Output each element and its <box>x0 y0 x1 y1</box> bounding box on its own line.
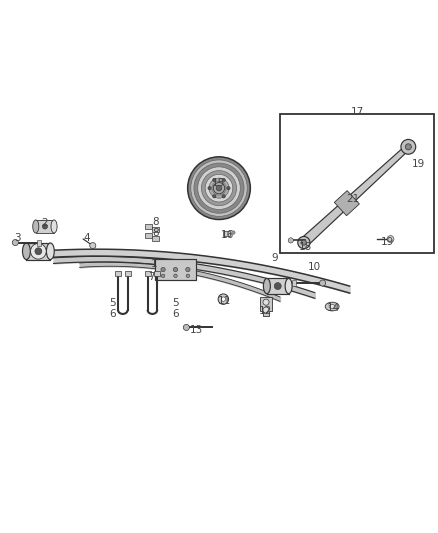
Ellipse shape <box>22 243 30 260</box>
Circle shape <box>90 243 96 249</box>
Circle shape <box>226 187 230 190</box>
Text: 7: 7 <box>148 272 155 282</box>
Circle shape <box>186 268 190 272</box>
Ellipse shape <box>33 220 39 233</box>
Circle shape <box>212 181 226 195</box>
Bar <box>154 271 160 276</box>
Circle shape <box>222 178 226 182</box>
Text: 9: 9 <box>272 253 278 263</box>
Circle shape <box>274 282 281 289</box>
Text: 11: 11 <box>218 296 231 306</box>
Circle shape <box>263 299 269 305</box>
Circle shape <box>31 244 46 259</box>
Circle shape <box>301 240 307 245</box>
Polygon shape <box>334 191 359 216</box>
Text: 16: 16 <box>221 230 234 240</box>
Text: 15: 15 <box>212 178 225 188</box>
Text: 18: 18 <box>299 242 312 252</box>
Bar <box>145 271 151 276</box>
Text: 21: 21 <box>346 194 360 204</box>
Circle shape <box>288 238 293 243</box>
Circle shape <box>221 297 226 301</box>
Circle shape <box>208 187 212 190</box>
Circle shape <box>12 239 18 246</box>
Circle shape <box>161 274 165 278</box>
Text: 6: 6 <box>172 309 179 319</box>
Text: 3: 3 <box>14 233 21 243</box>
Bar <box>292 280 296 286</box>
Circle shape <box>222 195 226 198</box>
Bar <box>124 271 131 276</box>
Text: 12: 12 <box>259 306 272 316</box>
Bar <box>36 220 54 233</box>
Ellipse shape <box>285 278 292 294</box>
Circle shape <box>191 160 247 216</box>
Text: 17: 17 <box>351 107 364 117</box>
Circle shape <box>184 325 189 330</box>
Circle shape <box>42 224 47 229</box>
Bar <box>223 231 230 236</box>
Ellipse shape <box>263 278 270 294</box>
Text: 14: 14 <box>326 303 339 313</box>
Bar <box>37 239 41 246</box>
Bar <box>152 236 159 241</box>
Circle shape <box>187 157 251 220</box>
Polygon shape <box>300 145 410 246</box>
Text: 2: 2 <box>42 218 48 228</box>
Text: 8: 8 <box>152 217 159 227</box>
Ellipse shape <box>329 304 335 309</box>
Circle shape <box>194 163 244 213</box>
Circle shape <box>198 167 240 209</box>
Circle shape <box>218 294 229 304</box>
Text: 13: 13 <box>190 325 203 335</box>
Bar <box>280 114 434 254</box>
Text: 10: 10 <box>308 262 321 271</box>
Circle shape <box>263 307 269 313</box>
Circle shape <box>209 178 229 198</box>
Bar <box>115 271 121 276</box>
Ellipse shape <box>325 302 339 311</box>
Text: 5: 5 <box>172 298 179 309</box>
Circle shape <box>232 231 235 235</box>
Circle shape <box>212 195 216 198</box>
Text: 1: 1 <box>150 260 157 269</box>
Ellipse shape <box>46 243 54 260</box>
Circle shape <box>298 237 310 249</box>
Circle shape <box>186 274 190 278</box>
Bar <box>26 243 50 260</box>
Text: 6: 6 <box>109 309 116 319</box>
Circle shape <box>35 248 42 255</box>
Bar <box>145 232 152 238</box>
Text: 8: 8 <box>152 229 159 238</box>
Circle shape <box>174 274 177 278</box>
FancyBboxPatch shape <box>155 259 196 280</box>
Circle shape <box>173 268 178 272</box>
Circle shape <box>201 171 237 206</box>
Circle shape <box>161 268 165 272</box>
Ellipse shape <box>51 220 57 233</box>
Circle shape <box>320 280 325 286</box>
Circle shape <box>212 178 216 182</box>
Text: 4: 4 <box>83 233 89 243</box>
Bar <box>145 224 152 229</box>
Circle shape <box>216 185 222 191</box>
Circle shape <box>205 174 233 202</box>
Text: 19: 19 <box>381 237 395 247</box>
Circle shape <box>405 144 411 150</box>
Circle shape <box>401 140 416 154</box>
Circle shape <box>387 236 394 243</box>
Bar <box>267 278 289 294</box>
Bar <box>152 227 159 232</box>
Circle shape <box>213 182 225 194</box>
Text: 19: 19 <box>412 159 425 169</box>
Polygon shape <box>260 297 272 316</box>
Text: 5: 5 <box>109 298 116 309</box>
